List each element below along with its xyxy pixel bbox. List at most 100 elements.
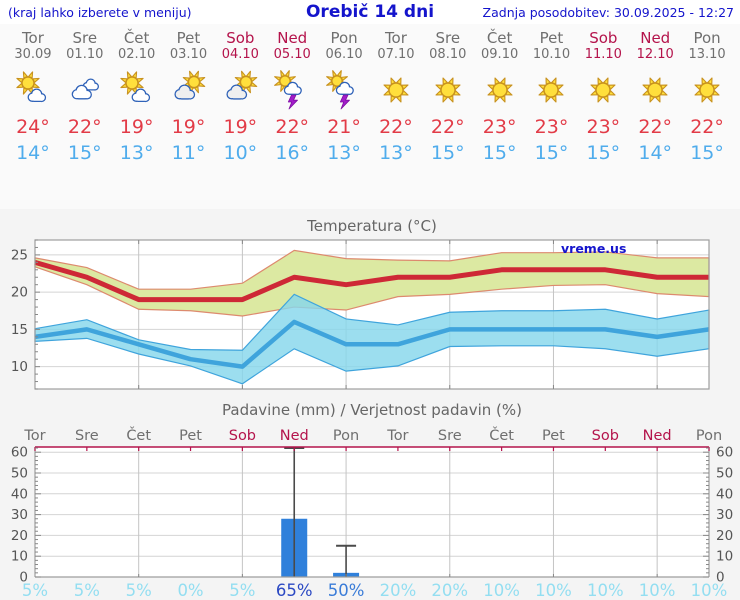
precip-y-tick-label-left: 20: [11, 528, 28, 544]
precip-day-label: Ned: [280, 428, 309, 444]
day-name-label: Tor: [384, 29, 407, 47]
header: (kraj lahko izberete v meniju) Orebič 14…: [0, 0, 740, 24]
precip-y-tick-label-right: 0: [716, 570, 725, 586]
day-column: Pon 06.10 21° 13°: [318, 30, 370, 166]
precip-day-label: Sre: [75, 428, 99, 444]
temp-min-label: 15°: [534, 142, 569, 164]
precip-day-label: Čet: [489, 426, 514, 444]
temp-y-tick-label: 25: [11, 247, 28, 263]
day-date-label: 09.10: [481, 47, 519, 62]
precipitation-chart-title: Padavine (mm) / Verjetnost padavin (%): [222, 401, 522, 419]
day-column: Tor 07.10 22° 13°: [370, 30, 422, 166]
precip-y-tick-label-right: 50: [716, 466, 733, 482]
day-column: Ned 05.10 22° 16°: [266, 30, 318, 166]
temp-max-label: 24°: [16, 116, 50, 138]
weather-icon-sunny: [538, 77, 565, 103]
day-date-label: 02.10: [118, 47, 156, 62]
day-name-label: Sob: [589, 29, 618, 47]
day-column: Pon 13.10 22° 15°: [681, 30, 733, 166]
day-date-label: 08.10: [429, 47, 467, 62]
day-date-label: 03.10: [169, 47, 208, 62]
temp-min-label: 13°: [327, 142, 361, 164]
day-column: Sre 08.10 22° 15°: [422, 30, 474, 166]
temperature-chart: 10 15 20 25 Temperatura (°C) vreme.us: [11, 217, 710, 390]
precipitation-probability-label: 5%: [126, 581, 152, 600]
precip-y-tick-label-left: 40: [11, 486, 28, 502]
precip-y-tick-label-left: 50: [11, 466, 28, 482]
precip-y-tick-label-right: 10: [716, 549, 733, 565]
temp-min-label: 15°: [586, 142, 621, 164]
weather-icon-sunny: [590, 77, 616, 103]
weather-icon-cloud-sun: [174, 70, 206, 100]
day-column: Sob 11.10 23° 15°: [577, 30, 629, 166]
temp-min-label: 14°: [16, 142, 50, 164]
day-date-label: 01.10: [66, 47, 104, 62]
temp-max-label: 23°: [586, 116, 621, 138]
temp-max-label: 22°: [275, 116, 310, 138]
precipitation-probability-label: 0%: [177, 581, 203, 600]
precip-y-tick-label-right: 20: [716, 528, 733, 544]
day-name-label: Pet: [539, 29, 564, 47]
day-date-label: 06.10: [325, 47, 363, 62]
day-name-label: Tor: [21, 29, 44, 47]
weather-icon-thunder: [326, 70, 354, 110]
precip-day-label: Pet: [542, 428, 565, 444]
day-date-label: 11.10: [584, 47, 622, 62]
day-name-label: Sob: [226, 29, 255, 47]
temp-max-label: 19°: [171, 116, 206, 138]
temp-min-label: 13°: [119, 142, 154, 164]
precipitation-probability-label: 20%: [431, 581, 468, 600]
precip-day-label: Pon: [333, 428, 359, 444]
day-column: Sob 04.10 19° 10°: [214, 30, 266, 166]
menu-hint: (kraj lahko izberete v meniju): [8, 5, 192, 20]
forecast-strip-background: [0, 23, 740, 209]
temp-max-label: 22°: [430, 116, 465, 138]
day-name-label: Pon: [330, 29, 358, 47]
precip-day-label: Sre: [438, 428, 462, 444]
precipitation-probability-label: 5%: [229, 581, 255, 600]
precip-day-label: Tor: [386, 428, 408, 444]
day-date-label: 30.09: [14, 47, 52, 62]
last-update: Zadnja posodobitev: 30.09.2025 - 12:27: [482, 5, 734, 20]
temp-max-label: 19°: [119, 116, 154, 138]
temp-max-label: 21°: [327, 116, 361, 138]
weather-icon-cloud-sun: [226, 70, 258, 100]
day-name-label: Ned: [277, 29, 308, 47]
temp-min-label: 15°: [67, 142, 102, 164]
precipitation-probability-label: 10%: [639, 581, 676, 600]
precip-y-tick-label-left: 0: [19, 570, 28, 586]
precip-y-tick-label-left: 10: [11, 549, 28, 565]
day-column: Ned 12.10 22° 14°: [629, 30, 681, 166]
temp-min-label: 13°: [379, 142, 413, 164]
temp-y-tick-label: 20: [11, 285, 28, 301]
temp-min-label: 16°: [275, 142, 310, 164]
weather-icon-thunder: [274, 70, 303, 110]
temp-y-tick-label: 15: [11, 322, 28, 338]
precipitation-probability-label: 10%: [587, 581, 624, 600]
page-title: Orebič 14 dni: [305, 2, 435, 22]
day-date-label: 10.10: [532, 47, 571, 62]
day-date-label: 12.10: [636, 47, 674, 62]
forecast-strip: Tor 30.09 24° 14° Sre 01.10 22° 15° Čet 02.10 19° 1…: [7, 30, 733, 166]
weather-icon-sunny: [435, 77, 461, 103]
weather-icon-sunny: [487, 77, 513, 103]
precip-day-label: Pet: [179, 428, 202, 444]
temp-y-tick-label: 10: [11, 359, 28, 375]
precip-y-tick-label-right: 40: [716, 486, 733, 502]
precipitation-probability-label: 10%: [483, 581, 520, 600]
temp-min-label: 15°: [430, 142, 465, 164]
precip-y-tick-label-right: 60: [716, 445, 733, 461]
weather-icon-sunny: [642, 77, 668, 103]
day-column: Pet 10.10 23° 15°: [526, 30, 578, 166]
day-column: Pet 03.10 19° 11°: [163, 30, 215, 166]
precipitation-probability-label: 5%: [74, 581, 100, 600]
day-date-label: 07.10: [377, 47, 415, 62]
day-name-label: Sre: [435, 29, 461, 47]
precipitation-probability-label: 10%: [691, 581, 728, 600]
precip-day-label: Sob: [592, 428, 619, 444]
day-name-label: Pet: [176, 29, 201, 47]
watermark-link[interactable]: vreme.us: [561, 241, 626, 256]
weather-icon-sun-cloud: [119, 71, 150, 103]
day-column: Čet 09.10 23° 15°: [474, 30, 526, 166]
